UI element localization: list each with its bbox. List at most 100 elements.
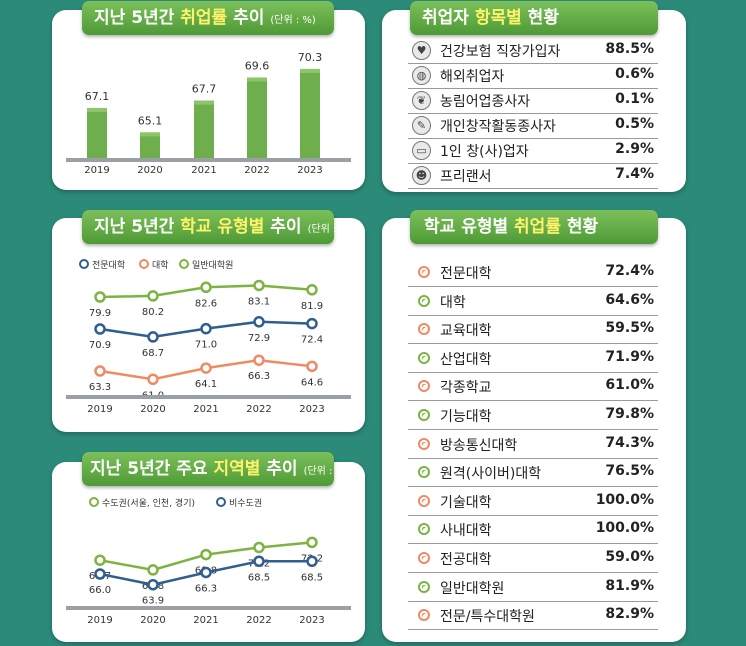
school-value: 59.0% <box>605 549 654 565</box>
data-label: 66.3 <box>195 583 217 594</box>
school-label: 산업대학 <box>440 351 492 368</box>
rate-trend-chart: 67.1 2019 65.1 2020 67.7 2021 69.6 2022 70.3 2023 <box>66 51 351 176</box>
bullet-dot-center <box>422 556 426 560</box>
data-label: 72.9 <box>248 333 270 344</box>
bar-highlight <box>140 132 160 137</box>
data-label: 63.9 <box>142 596 164 607</box>
school-row: 각종학교 61.0% <box>408 372 658 402</box>
school-label: 대학 <box>440 294 466 311</box>
legend-label: 비수도권 <box>229 497 262 509</box>
bar <box>247 77 267 158</box>
school-row: 원격(사이버)대학 76.5% <box>408 458 658 488</box>
school-label: 기능대학 <box>440 409 492 425</box>
bullet-dot-center <box>422 270 426 274</box>
school-type-trend-title: 지난 5년간 학교 유형별 추이 (단위 : %) <box>82 210 353 244</box>
school-value: 74.3% <box>605 434 654 451</box>
data-label: 82.6 <box>195 298 217 309</box>
bullet-dot <box>418 494 430 507</box>
bullet-dot <box>418 580 430 593</box>
tick-label: 2022 <box>246 404 271 415</box>
data-point <box>253 541 265 554</box>
data-label: 72.4 <box>301 335 323 346</box>
bullet-dot <box>418 409 430 421</box>
data-point <box>200 566 212 579</box>
data-label: 67.1 <box>85 90 110 103</box>
school-label: 일반대학원 <box>440 580 505 597</box>
item-row: ❦ 농림어업종사자 0.1% <box>408 88 658 114</box>
tick-label: 2022 <box>244 165 269 176</box>
tick-label: 2021 <box>193 404 218 415</box>
data-point <box>147 578 159 591</box>
bullet-dot-center <box>422 584 426 589</box>
legend-label: 일반대학원 <box>192 260 233 271</box>
globe-icon: ◍ <box>412 66 431 85</box>
school-row: 기능대학 79.8% <box>408 401 658 430</box>
school-label: 교육대학 <box>440 323 492 340</box>
data-point <box>94 323 106 335</box>
bar <box>194 100 214 158</box>
item-row: ♥ 건강보험 직장가입자 88.5% <box>408 38 658 64</box>
data-point <box>147 564 159 576</box>
bullet-dot-center <box>422 613 426 618</box>
x-axis-line <box>66 606 351 610</box>
school-value: 72.4% <box>605 263 654 279</box>
rate-trend-card: 67.1 2019 65.1 2020 67.7 2021 69.6 2022 70.3 2023 <box>52 10 365 190</box>
tick-label: 2021 <box>193 615 218 626</box>
item-label: 프리랜서 <box>440 169 492 185</box>
data-label: 79.9 <box>89 308 111 319</box>
school-value: 71.9% <box>605 348 654 365</box>
school-row: 교육대학 59.5% <box>408 315 658 345</box>
data-label: 66.0 <box>89 585 111 596</box>
bullet-dot <box>418 437 430 450</box>
heart-icon: ♥ <box>412 41 431 60</box>
item-value: 0.6% <box>615 66 654 82</box>
tick-label: 2023 <box>299 404 324 415</box>
data-label: 68.7 <box>142 348 164 359</box>
x-axis-line <box>66 158 351 162</box>
item-label: 건강보험 직장가입자 <box>440 44 561 60</box>
bar-highlight <box>247 77 267 82</box>
tick-label: 2022 <box>246 615 271 626</box>
school-label: 전문/특수대학원 <box>440 609 535 626</box>
bar-highlight <box>87 107 107 112</box>
legend-label: 전문대학 <box>92 260 125 271</box>
school-row: 산업대학 71.9% <box>408 344 658 373</box>
bullet-dot-center <box>422 355 426 360</box>
school-row: 전문대학 72.4% <box>408 258 658 287</box>
rate-trend-title: 지난 5년간 취업률 추이 (단위 : %) <box>82 1 334 35</box>
tick-label: 2020 <box>140 615 165 626</box>
data-label: 68.5 <box>301 572 323 583</box>
data-label: 69.6 <box>245 59 270 72</box>
x-axis-line <box>66 395 351 399</box>
school-row: 일반대학원 81.9% <box>408 573 658 602</box>
data-label: 65.1 <box>138 114 163 127</box>
data-label: 64.6 <box>301 377 323 388</box>
school-row: 전문/특수대학원 82.9% <box>408 601 658 631</box>
laptop-icon: ▭ <box>412 141 431 160</box>
bullet-dot <box>418 552 430 564</box>
by-item-list: ♥ 건강보험 직장가입자 88.5% ◍ 해외취업자 0.6% ❦ 농림어업종사자 0.1% ✎ 개… <box>408 38 658 189</box>
tick-label: 2019 <box>87 615 112 626</box>
data-label: 71.0 <box>195 340 217 351</box>
bullet-dot-center <box>422 298 426 303</box>
by-school-title: 학교 유형별 취업률 현황 <box>410 210 658 244</box>
data-label: 67.7 <box>192 83 217 96</box>
item-label: 개인창작활동종사자 <box>440 119 556 135</box>
bullet-dot <box>418 266 430 278</box>
bar-highlight <box>194 100 214 105</box>
school-label: 방송통신대학 <box>440 437 518 454</box>
school-label: 원격(사이버)대학 <box>440 466 542 483</box>
legend-marker <box>89 497 99 507</box>
school-value: 79.8% <box>605 406 654 422</box>
school-label: 전공대학 <box>440 552 492 568</box>
bullet-dot-center <box>422 527 426 532</box>
data-label: 70.9 <box>89 340 111 351</box>
data-point <box>94 365 106 377</box>
item-value: 88.5% <box>605 41 654 57</box>
item-label: 해외취업자 <box>440 69 505 85</box>
legend-label: 수도권(서울, 인천, 경기) <box>102 497 195 509</box>
school-type-trend-chart: 전문대학대학일반대학원70.968.771.072.972.463.361.06… <box>66 259 351 415</box>
leaf-icon: ❦ <box>412 91 431 110</box>
bullet-dot <box>418 351 430 364</box>
data-point <box>306 360 318 373</box>
